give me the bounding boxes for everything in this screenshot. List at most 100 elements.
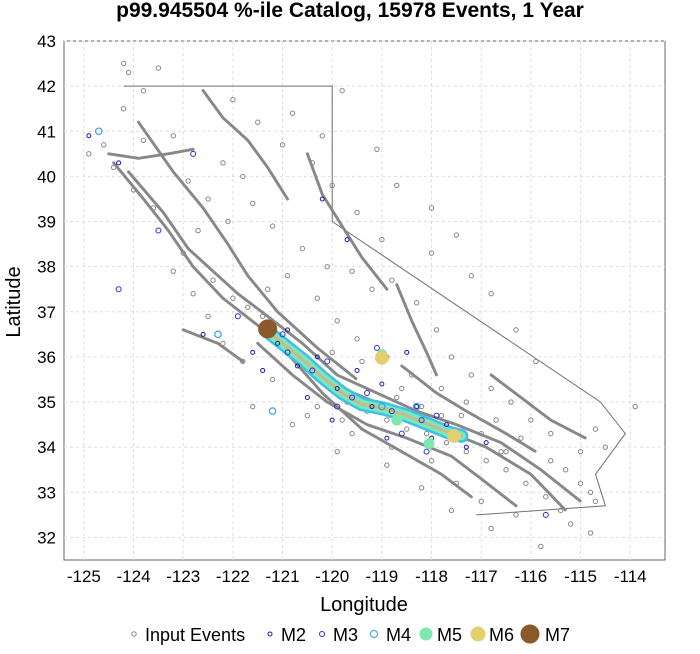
rupture-trace: [258, 322, 469, 443]
y-tick-label: 41: [37, 122, 56, 141]
input-event: [538, 543, 544, 550]
input-event: [185, 178, 191, 184]
legend-marker-m4: [370, 630, 378, 638]
input-event: [523, 480, 529, 486]
input-event: [205, 196, 211, 202]
input-event: [120, 60, 127, 67]
fault-trace-core: [128, 171, 581, 502]
rupture-core: [263, 328, 463, 438]
input-event: [513, 327, 519, 333]
input-event: [428, 205, 435, 211]
event-m2: [483, 440, 489, 446]
x-tick-label: -124: [117, 567, 151, 586]
input-event: [329, 349, 335, 356]
y-tick-label: 40: [37, 167, 56, 186]
input-event: [220, 160, 226, 166]
event-m3: [279, 331, 286, 338]
input-event: [557, 507, 564, 514]
input-event: [374, 146, 380, 153]
input-event: [433, 327, 440, 333]
legend-label-m2: M2: [281, 625, 306, 645]
input-event: [488, 525, 494, 532]
event-m3: [324, 358, 331, 365]
event-m2: [304, 395, 310, 401]
input-event: [101, 142, 107, 148]
input-event: [86, 151, 92, 157]
event-m2: [443, 422, 449, 428]
input-event: [150, 205, 157, 211]
event-m4: [94, 127, 103, 136]
legend-marker-m6: [470, 626, 486, 642]
legend-marker-m7: [520, 624, 540, 644]
x-tick-label: -114: [614, 567, 647, 586]
input-event: [120, 105, 127, 112]
legend-label-input: Input Events: [145, 625, 245, 645]
input-event: [592, 426, 599, 432]
input-event: [404, 426, 410, 432]
input-event: [384, 462, 390, 468]
input-event: [408, 372, 415, 378]
input-event: [438, 412, 445, 419]
legend-marker-m5: [419, 627, 433, 641]
event-m2: [329, 417, 335, 423]
input-event: [468, 272, 474, 279]
legend: Input Events M2 M3 M4 M5 M6 M7: [131, 624, 570, 645]
y-tick-label: 39: [37, 213, 56, 232]
input-event: [453, 232, 460, 238]
event-m4: [214, 330, 222, 339]
input-event: [463, 448, 470, 455]
input-event: [379, 236, 385, 243]
input-event: [230, 295, 236, 301]
input-event: [319, 133, 325, 139]
fault-trace-core: [490, 374, 586, 439]
input-event: [125, 69, 132, 76]
input-event: [170, 268, 176, 274]
event-m3: [155, 227, 162, 234]
input-event: [418, 485, 425, 491]
input-event: [503, 448, 509, 455]
chart-title: p99.945504 %-ile Catalog, 15978 Events, …: [116, 0, 584, 22]
event-m3: [388, 408, 395, 415]
event-m3: [190, 150, 197, 157]
event-m2: [200, 331, 206, 337]
event-m2: [250, 349, 256, 355]
input-event: [562, 467, 569, 473]
input-event: [230, 96, 236, 103]
input-event: [314, 403, 321, 410]
state-border-line: [123, 85, 626, 516]
input-event: [240, 358, 246, 365]
input-event: [493, 417, 499, 423]
input-event: [304, 412, 311, 419]
plot-frame: [63, 40, 666, 561]
event-m3: [542, 511, 549, 518]
input-event: [339, 87, 345, 94]
input-event: [349, 268, 355, 274]
fault-trace-core: [108, 148, 194, 159]
input-event: [413, 300, 420, 306]
legend-label-m3: M3: [333, 625, 358, 645]
fault-trace-core: [306, 153, 388, 290]
input-event: [339, 417, 345, 423]
event-m3: [349, 394, 356, 401]
input-event: [518, 435, 524, 441]
input-event: [548, 458, 554, 464]
event-m2: [319, 196, 325, 202]
event-m3: [433, 412, 440, 419]
input-event: [389, 444, 395, 450]
input-event: [269, 376, 276, 383]
x-tick-label: -123: [166, 567, 200, 586]
y-tick-label: 33: [37, 483, 56, 502]
input-event: [384, 417, 390, 423]
y-tick-label: 32: [37, 528, 56, 547]
input-event: [498, 448, 504, 455]
rupture-outer: [258, 322, 469, 443]
input-event: [329, 182, 335, 189]
fault-trace-core: [138, 121, 358, 380]
input-event: [577, 448, 584, 455]
input-event: [255, 119, 261, 125]
event-m4: [268, 407, 277, 415]
event-m6: [374, 350, 389, 365]
input-event: [587, 530, 594, 536]
legend-label-m5: M5: [437, 625, 462, 645]
